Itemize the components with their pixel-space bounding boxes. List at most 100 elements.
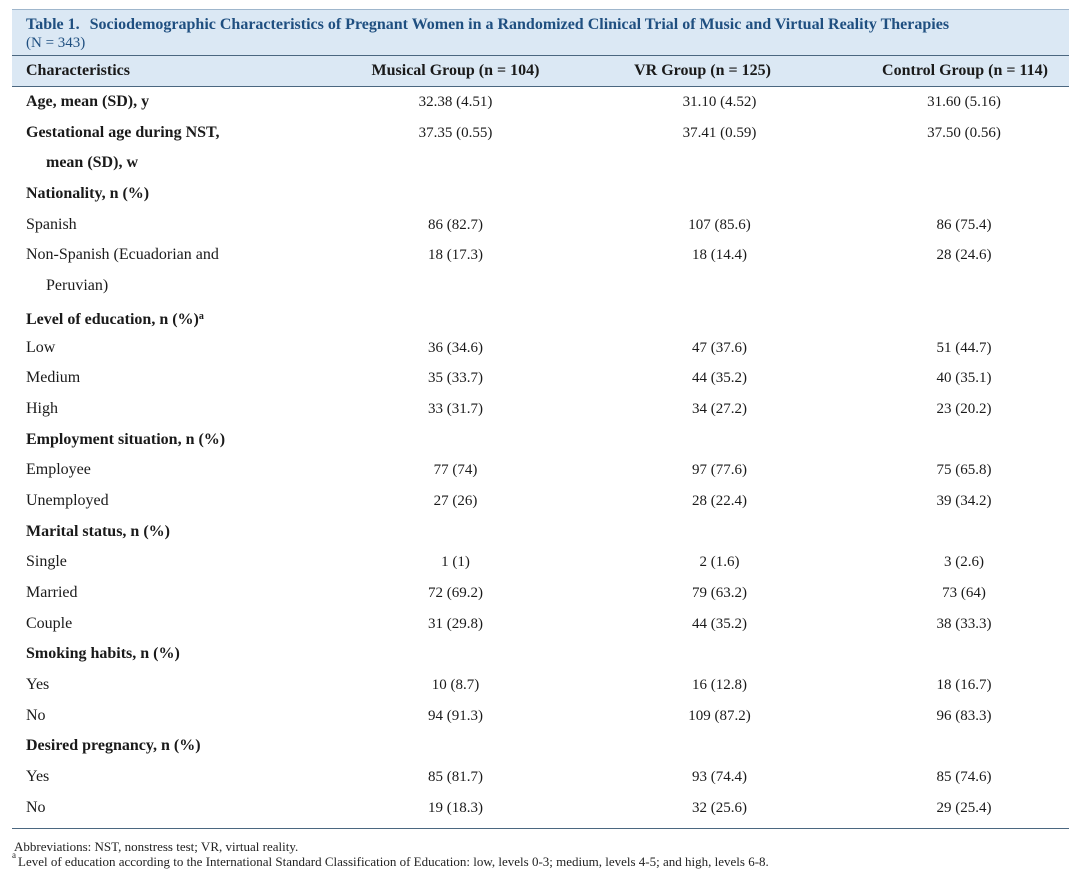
row-label: Medium <box>26 363 80 394</box>
musical-group-value: 86 (82.7) <box>428 216 483 233</box>
vr-group-value: 34 (27.2) <box>692 400 747 417</box>
control-group-value: 96 (83.3) <box>936 707 992 724</box>
control-group-value: 85 (74.6) <box>936 769 992 786</box>
header-vr-group: VR Group (n = 125) <box>634 62 771 79</box>
control-group-value: 3 (2.6) <box>944 554 984 571</box>
row-label: Level of education, n (%)a <box>26 302 204 336</box>
table-row: Yes 10 (8.7) 16 (12.8) 18 (16.7) <box>12 670 1069 701</box>
control-group-value: 37.50 (0.56) <box>927 124 1001 141</box>
row-label-text: Level of education, n (%) <box>26 310 199 328</box>
table-row: Gestational age during NST, 37.35 (0.55) 3… <box>12 118 1069 149</box>
row-label-text: Yes <box>26 768 50 786</box>
musical-group-value: 35 (33.7) <box>428 370 483 387</box>
table-row: High 33 (31.7) 34 (27.2) 23 (20.2) <box>12 394 1069 425</box>
row-label: mean (SD), w <box>26 148 138 179</box>
row-label-text: Low <box>26 338 56 356</box>
musical-group-value: 31 (29.8) <box>428 615 483 632</box>
table-row: No 19 (18.3) 32 (25.6) 29 (25.4) <box>12 793 1069 824</box>
table-row: Medium 35 (33.7) 44 (35.2) 40 (35.1) <box>12 363 1069 394</box>
row-label: Smoking habits, n (%) <box>26 639 180 670</box>
footnote-mark: a <box>12 850 16 860</box>
row-label: Employment situation, n (%) <box>26 425 225 456</box>
musical-group-value: 27 (26) <box>433 492 478 509</box>
table-row: Unemployed 27 (26) 28 (22.4) 39 (34.2) <box>12 486 1069 517</box>
row-label-text: Couple <box>26 614 73 632</box>
row-label-text: Age, mean (SD), y <box>26 93 150 110</box>
table-row: Nationality, n (%) <box>12 179 1069 210</box>
table-row: Peruvian) <box>12 271 1069 302</box>
table-row: Spanish 86 (82.7) 107 (85.6) 86 (75.4) <box>12 210 1069 241</box>
row-label-text: Employment situation, n (%) <box>26 430 226 448</box>
table-row: Married 72 (69.2) 79 (63.2) 73 (64) <box>12 578 1069 609</box>
row-label: Non-Spanish (Ecuadorian and <box>26 240 219 271</box>
musical-group-value: 10 (8.7) <box>431 677 480 694</box>
row-label: Low <box>26 333 55 364</box>
musical-group-value: 72 (69.2) <box>428 585 483 601</box>
control-group-value: 18 (16.7) <box>936 677 992 694</box>
caption-label: Table 1. <box>26 16 80 33</box>
row-label: Yes <box>26 670 49 701</box>
caption-title: Sociodemographic Characteristics of Preg… <box>89 16 950 33</box>
row-label: Married <box>26 578 78 609</box>
vr-group-value: 97 (77.6) <box>692 462 747 479</box>
row-label: Marital status, n (%) <box>26 517 170 548</box>
row-label: Yes <box>26 762 49 793</box>
row-label: High <box>26 394 58 425</box>
control-group-value: 51 (44.7) <box>936 339 992 356</box>
row-label-text: No <box>26 798 46 816</box>
table-row: Level of education, n (%)a <box>12 302 1069 333</box>
control-group-value: 38 (33.3) <box>936 615 992 632</box>
row-label-text: Single <box>26 553 67 571</box>
vr-group-value: 44 (35.2) <box>692 370 747 387</box>
table-row: No 94 (91.3) 109 (87.2) 96 (83.3) <box>12 701 1069 732</box>
vr-group-value: 37.41 (0.59) <box>682 124 757 141</box>
vr-group-value: 44 (35.2) <box>692 615 747 632</box>
footnote-a: a Level of education according to the In… <box>12 850 769 869</box>
table-row: Single 1 (1) 2 (1.6) 3 (2.6) <box>12 547 1069 578</box>
row-label: Single <box>26 547 67 578</box>
row-label-text: Unemployed <box>26 491 109 509</box>
control-group-value: 75 (65.8) <box>936 462 992 479</box>
vr-group-value: 47 (37.6) <box>692 339 747 356</box>
table-row: mean (SD), w <box>12 148 1069 179</box>
row-label-text: Smoking habits, n (%) <box>26 645 180 663</box>
row-label: Couple <box>26 609 72 640</box>
row-label: No <box>26 793 46 824</box>
row-label-text: Desired pregnancy, n (%) <box>26 737 201 755</box>
row-label-text: Peruvian) <box>46 277 109 295</box>
row-label-text: Nationality, n (%) <box>26 185 150 203</box>
row-label-text: Yes <box>26 676 50 694</box>
header-control-group: Control Group (n = 114) <box>882 62 1048 79</box>
vr-group-value: 18 (14.4) <box>692 247 747 264</box>
vr-group-value: 109 (87.2) <box>688 707 751 724</box>
table-row: Employee 77 (74) 97 (77.6) 75 (65.8) <box>12 455 1069 486</box>
musical-group-value: 18 (17.3) <box>428 247 483 264</box>
vr-group-value: 32 (25.6) <box>692 799 747 816</box>
table-body: Age, mean (SD), y 32.38 (4.51) 31.10 (4.52… <box>12 87 1069 824</box>
header-characteristics: Characteristics <box>26 62 130 79</box>
table-notes: Abbreviations: NST, nonstress test; VR, … <box>12 839 769 869</box>
table-bottom-rule <box>12 827 1069 829</box>
control-group-value: 40 (35.1) <box>936 370 992 387</box>
row-label: Unemployed <box>26 486 109 517</box>
row-label: Peruvian) <box>26 271 108 302</box>
table-row: Yes 85 (81.7) 93 (74.4) 85 (74.6) <box>12 762 1069 793</box>
vr-group-value: 31.10 (4.52) <box>682 94 757 110</box>
vr-group-value: 79 (63.2) <box>692 585 747 601</box>
musical-group-value: 85 (81.7) <box>428 769 483 786</box>
row-label: Spanish <box>26 210 77 241</box>
table-row: Smoking habits, n (%) <box>12 639 1069 670</box>
row-label: Gestational age during NST, <box>26 118 220 149</box>
abbreviations-note: Abbreviations: NST, nonstress test; VR, … <box>14 839 299 854</box>
control-group-value: 29 (25.4) <box>936 799 992 816</box>
footnote-text: Level of education according to the Inte… <box>18 854 769 869</box>
table-row: Couple 31 (29.8) 44 (35.2) 38 (33.3) <box>12 609 1069 640</box>
row-label-text: Gestational age during NST, <box>26 123 220 141</box>
musical-group-value: 77 (74) <box>433 462 478 479</box>
table-row: Employment situation, n (%) <box>12 425 1069 456</box>
caption-title-line: Table 1. Sociodemographic Characteristic… <box>26 16 1055 34</box>
control-group-value: 73 (64) <box>942 585 986 601</box>
row-label: Nationality, n (%) <box>26 179 149 210</box>
row-label-text: Employee <box>26 461 91 479</box>
row-label-text: Married <box>26 584 78 601</box>
